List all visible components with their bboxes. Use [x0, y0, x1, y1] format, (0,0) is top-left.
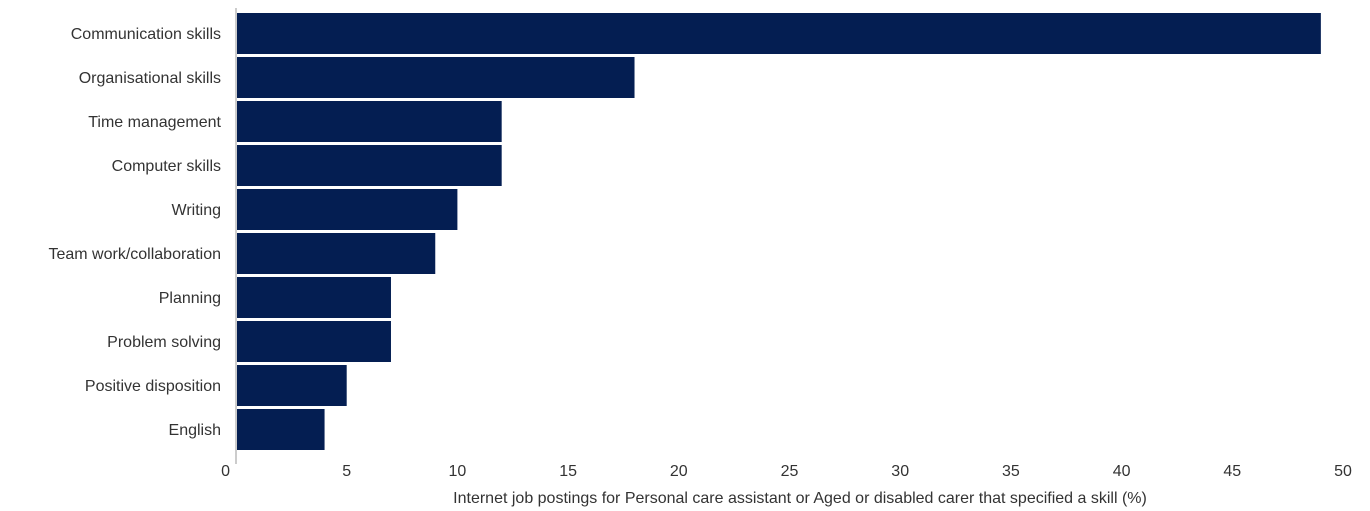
bar-positive-disposition	[237, 365, 347, 406]
x-tick-label: 40	[1113, 463, 1131, 480]
x-axis-title: Internet job postings for Personal care …	[453, 490, 1147, 507]
category-label: Team work/collaboration	[48, 246, 221, 263]
category-label: Problem solving	[107, 334, 221, 351]
category-label: Positive disposition	[85, 378, 221, 395]
bar-team-work-collaboration	[237, 233, 436, 274]
x-tick-label: 20	[670, 463, 688, 480]
bar-computer-skills	[237, 145, 502, 186]
x-tick-label: 45	[1223, 463, 1241, 480]
x-tick-label: 10	[449, 463, 467, 480]
bar-communication-skills	[237, 13, 1321, 54]
bar-english	[237, 409, 325, 450]
category-labels-group: Communication skills Organisational skill…	[48, 26, 221, 439]
category-label: Computer skills	[112, 158, 221, 175]
bars-group	[237, 13, 1321, 450]
x-tick-label: 0	[221, 463, 230, 480]
category-label: Communication skills	[71, 26, 221, 43]
x-tick-label: 50	[1334, 463, 1352, 480]
category-label: English	[169, 422, 221, 439]
x-tick-label: 30	[891, 463, 909, 480]
bar-writing	[237, 189, 458, 230]
bar-planning	[237, 277, 391, 318]
bar-problem-solving	[237, 321, 391, 362]
bar-time-management	[237, 101, 502, 142]
x-tick-labels-group: 0 5 10 15 20 25 30 35 40 45 50	[221, 463, 1352, 480]
bar-organisational-skills	[237, 57, 635, 98]
x-tick-label: 15	[559, 463, 577, 480]
category-label: Time management	[88, 114, 221, 131]
x-tick-label: 35	[1002, 463, 1020, 480]
category-label: Planning	[159, 290, 221, 307]
x-tick-label: 25	[781, 463, 799, 480]
x-tick-label: 5	[342, 463, 351, 480]
category-label: Organisational skills	[79, 70, 221, 87]
category-label: Writing	[172, 202, 222, 219]
